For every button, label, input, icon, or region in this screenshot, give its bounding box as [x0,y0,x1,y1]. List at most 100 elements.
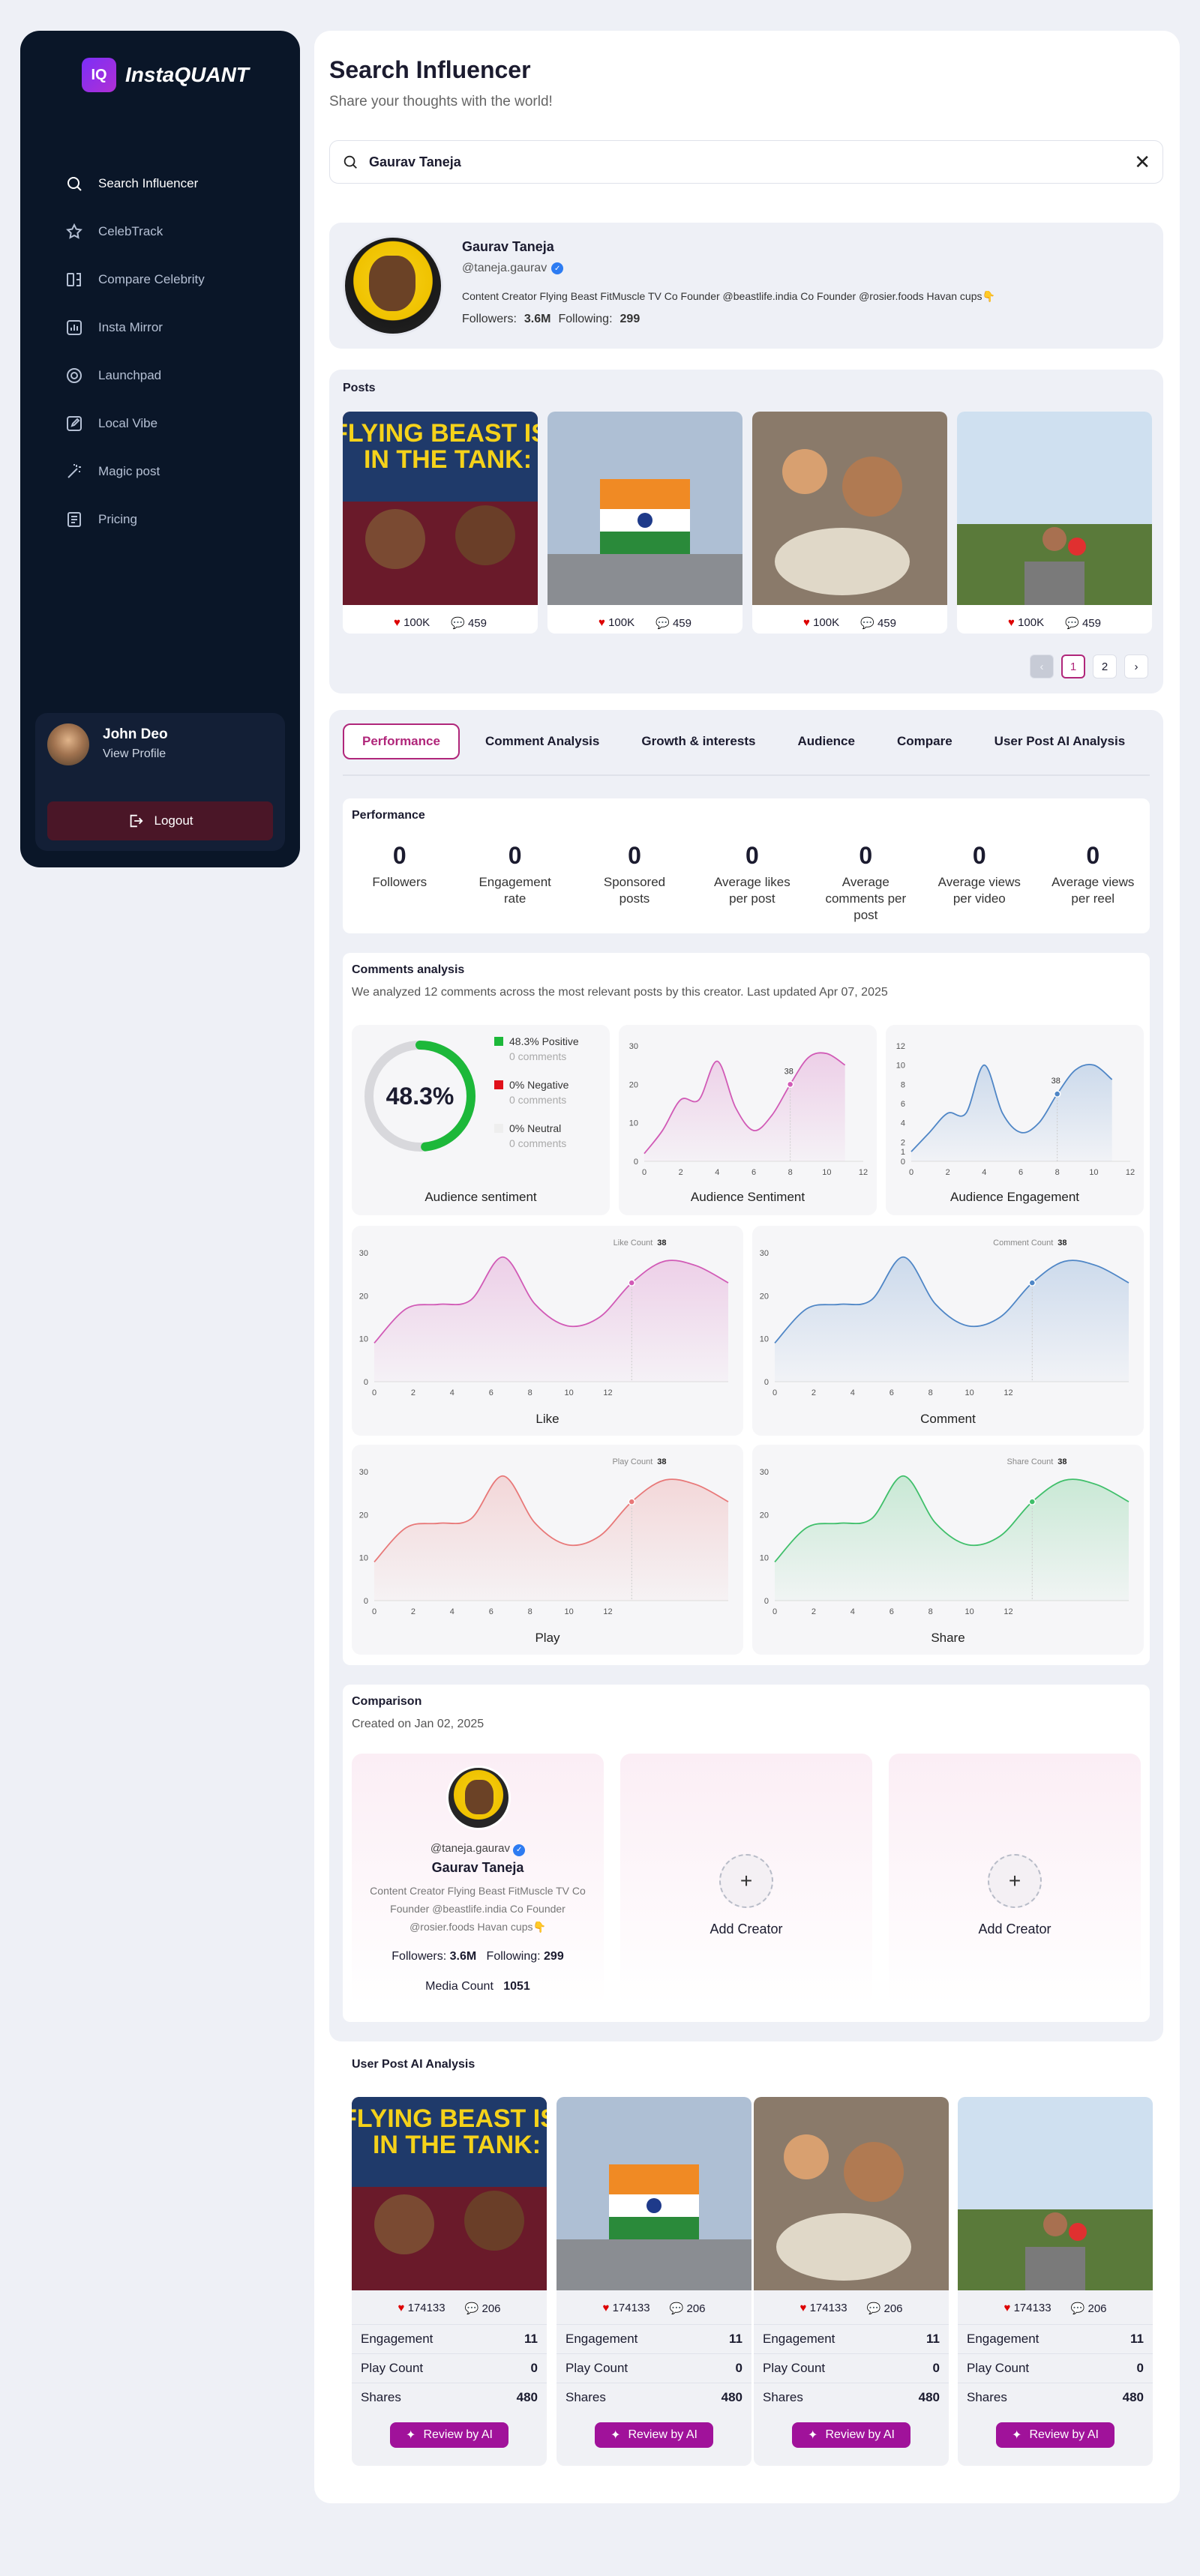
tab-growth-interests[interactable]: Growth & interests [641,734,756,748]
comments-description: We analyzed 12 comments across the most … [352,986,888,999]
x-tick-label: 6 [1018,1168,1023,1177]
comments-count: 💬 459 [451,617,487,630]
sentiment-donut-chart [364,1041,476,1152]
data-point-marker[interactable] [1028,1279,1036,1287]
x-tick-label: 6 [890,1607,894,1616]
svg-text:IN THE TANK:: IN THE TANK: [373,2131,541,2159]
series-line [910,1063,1113,1152]
tooltip-value: 38 [657,1239,666,1248]
tab-audience[interactable]: Audience [797,734,855,748]
series-line [774,1475,1130,1563]
svg-text:IN THE TANK:: IN THE TANK: [364,445,532,474]
x-tick-label: 8 [528,1607,532,1616]
data-point-marker[interactable] [628,1498,636,1505]
sparkle-icon: ✦ [808,2429,818,2442]
x-tick-label: 8 [928,1607,933,1616]
x-tick-label: 6 [752,1168,756,1177]
sidebar-item-label: Launchpad [98,368,162,382]
app-logo[interactable]: IQ InstaQUANT [82,58,249,92]
add-creator-slot[interactable]: + Add Creator [620,1754,872,2005]
sidebar-item-local-vibe[interactable]: Local Vibe [44,400,277,448]
sidebar-item-compare-celebrity[interactable]: Compare Celebrity [44,256,277,304]
y-tick-label: 10 [359,1335,368,1344]
view-profile-link[interactable]: View Profile [103,747,166,760]
post-card[interactable]: ♥ 100K 💬 459 [752,412,947,634]
metric-engagement-rate: 0 Engagement rate [478,842,551,906]
add-creator-icon[interactable]: + [988,1854,1042,1908]
post-card[interactable]: ♥ 100K 💬 459 [957,412,1152,634]
ai-post-card: FLYING BEAST IS IN THE TANK: ♥ 174133 💬 20… [352,2097,547,2466]
y-tick-label: 10 [896,1062,905,1071]
x-tick-label: 0 [372,1607,376,1616]
legend-neutral: 0% Neutral 0 comments [494,1122,566,1149]
data-point-marker[interactable] [1053,1090,1061,1098]
sidebar-item-launchpad[interactable]: Launchpad [44,352,277,400]
shares-row: Shares 480 [958,2383,1153,2412]
comparison-title: Comparison [352,1695,422,1708]
page-2-button[interactable]: 2 [1093,654,1117,678]
series-line [644,1052,846,1155]
post-card[interactable]: ♥ 100K 💬 459 [548,412,742,634]
comments-count: 💬 206 [464,2302,501,2315]
followers-label: Followers: [462,313,517,325]
add-creator-icon[interactable]: + [719,1854,773,1908]
influencer-card[interactable]: Gaurav Taneja @taneja.gaurav ✓ Content C… [329,223,1163,349]
magic-wand-icon [68,464,81,478]
sidebar-item-pricing[interactable]: Pricing [44,496,277,544]
creator-stats: Followers: 3.6M Following: 299 [392,1950,564,1963]
post-card[interactable]: FLYING BEAST IS IN THE TANK: ♥ 100K 💬 459 [343,412,538,634]
page-subtitle: Share your thoughts with the world! [329,94,553,109]
series-area [911,1064,1112,1161]
metric-average-comments: 0 Average comments per post [825,842,907,923]
sidebar-item-insta-mirror[interactable]: Insta Mirror [44,304,277,352]
engagement-row: Engagement 11 [352,2324,547,2353]
add-creator-slot[interactable]: + Add Creator [889,1754,1141,2005]
performance-card: Performance 0 Followers 0 Engagement rate … [343,798,1150,933]
comments-title: Comments analysis [352,963,465,976]
review-by-ai-button[interactable]: ✦ Review by AI [792,2422,910,2448]
review-by-ai-button[interactable]: ✦ Review by AI [996,2422,1114,2448]
review-by-ai-button[interactable]: ✦ Review by AI [595,2422,713,2448]
tab-performance[interactable]: Performance [343,723,460,759]
sidebar-item-celebtrack[interactable]: CelebTrack [44,208,277,256]
y-tick-label: 20 [760,1511,769,1520]
tooltip-label: Play Count [612,1457,652,1466]
clear-search-icon[interactable]: ✕ [1134,150,1150,173]
sidebar-item-search-influencer[interactable]: Search Influencer [44,160,277,208]
analytics-panel: Performance Comment Analysis Growth & in… [329,710,1163,2041]
page-1-button[interactable]: 1 [1061,654,1085,678]
comment-chart-box: 0 10 20 30 0 2 4 6 8 10 12 Comment Count 38 Comment [752,1226,1144,1436]
metric-average-views-reel: 0 Average views per reel [1052,842,1135,906]
x-tick-label: 2 [679,1168,683,1177]
next-page-button[interactable]: › [1124,654,1148,678]
review-by-ai-button[interactable]: ✦ Review by AI [390,2422,508,2448]
x-tick-label: 2 [812,1607,816,1616]
data-point-marker[interactable] [628,1279,636,1287]
donut-center-value: 48.3% [386,1082,454,1110]
tab-comment-analysis[interactable]: Comment Analysis [484,734,600,748]
data-point-marker[interactable] [1028,1498,1036,1505]
tab-bar: Performance Comment Analysis Growth & in… [343,723,1146,759]
series-line [374,1256,729,1344]
tooltip-value: 38 [1058,1239,1066,1248]
y-tick-label: 0 [634,1158,638,1167]
likes-count: ♥ 174133 [602,2302,650,2314]
profile-card[interactable]: John Deo View Profile Logout [35,713,285,851]
comparison-creator-card[interactable]: @taneja.gaurav ✓ Gaurav Taneja Content C… [352,1754,604,2005]
search-icon [68,177,82,191]
tab-user-post-ai-analysis[interactable]: User Post AI Analysis [994,734,1126,748]
likes-count: ♥ 174133 [800,2302,848,2314]
likes-count: ♥ 174133 [398,2302,446,2314]
logout-button[interactable]: Logout [47,801,273,840]
likes-count: ♥ 100K [1007,616,1045,629]
prev-page-button[interactable]: ‹ [1030,654,1054,678]
avatar [47,723,89,765]
engagement-row: Engagement 11 [556,2324,752,2353]
svg-text:FLYING BEAST IS: FLYING BEAST IS [343,419,538,448]
search-input[interactable] [369,154,1124,170]
tab-compare[interactable]: Compare [896,734,952,748]
data-point-marker[interactable] [786,1080,794,1089]
sidebar-item-magic-post[interactable]: Magic post [44,448,277,496]
